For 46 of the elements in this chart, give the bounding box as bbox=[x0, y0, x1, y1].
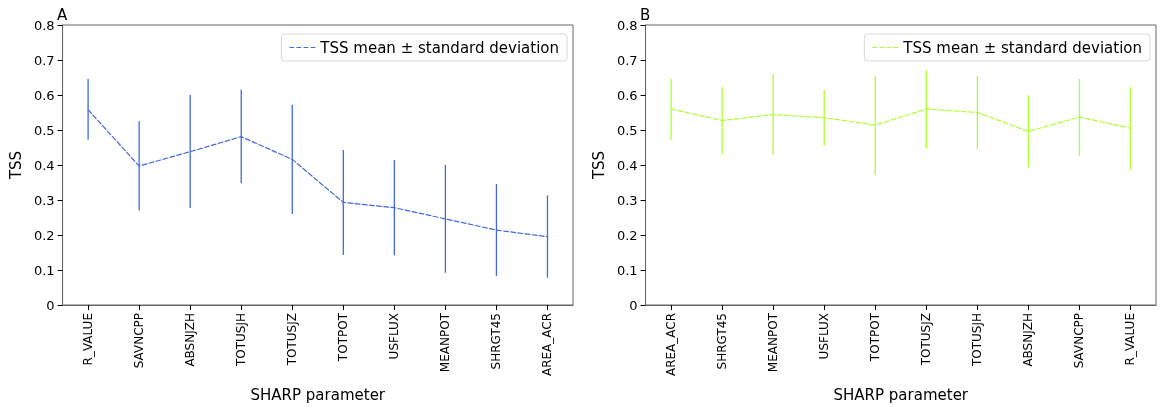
x-tick-label: TOTUSJH bbox=[234, 313, 249, 368]
y-tick-label: 0.7 bbox=[33, 52, 55, 68]
y-tick-label: 0.5 bbox=[33, 122, 55, 138]
y-tick-label: 0.4 bbox=[616, 157, 638, 173]
y-tick-label: 0.7 bbox=[616, 52, 638, 68]
x-tick-label: TOTUSJZ bbox=[919, 313, 934, 367]
y-tick-label: 0.3 bbox=[33, 192, 55, 208]
legend-label: TSS mean ± standard deviation bbox=[902, 38, 1142, 57]
chart-title: B bbox=[640, 5, 651, 24]
chart-title: A bbox=[57, 5, 68, 24]
y-axis-title: TSS bbox=[589, 150, 608, 181]
y-tick-label: 0.8 bbox=[33, 17, 55, 33]
y-tick-label: 0.2 bbox=[33, 227, 55, 243]
y-tick-label: 0.1 bbox=[616, 262, 638, 278]
y-tick-label: 0.6 bbox=[616, 87, 638, 103]
x-axis-title: SHARP parameter bbox=[250, 385, 386, 404]
y-tick-label: 0.8 bbox=[616, 17, 638, 33]
legend-label: TSS mean ± standard deviation bbox=[319, 38, 559, 57]
x-tick-label: MEANPOT bbox=[438, 312, 453, 373]
y-tick-label: 0.4 bbox=[33, 157, 55, 173]
x-tick-label: SAVNCPP bbox=[1072, 313, 1087, 369]
x-axis-title: SHARP parameter bbox=[833, 385, 969, 404]
x-tick-label: ABSNJZH bbox=[1021, 313, 1036, 367]
x-tick-label: TOTUSJH bbox=[970, 313, 985, 368]
x-tick-label: MEANPOT bbox=[766, 312, 781, 373]
y-tick-label: 0.1 bbox=[33, 262, 55, 278]
x-tick-label: USFLUX bbox=[817, 313, 832, 360]
x-tick-label: TOTUSJZ bbox=[285, 313, 300, 367]
x-tick-label: AREA_ACR bbox=[664, 313, 679, 377]
y-tick-label: 0.2 bbox=[616, 227, 638, 243]
y-tick-label: 0 bbox=[46, 297, 55, 313]
x-tick-label: ABSNJZH bbox=[183, 313, 198, 367]
y-tick-label: 0.5 bbox=[616, 122, 638, 138]
y-tick-label: 0 bbox=[629, 297, 638, 313]
x-tick-label: USFLUX bbox=[387, 313, 402, 360]
y-tick-label: 0.3 bbox=[616, 192, 638, 208]
x-tick-label: R_VALUE bbox=[1123, 313, 1138, 366]
x-tick-label: SAVNCPP bbox=[132, 313, 147, 369]
y-tick-label: 0.6 bbox=[33, 87, 55, 103]
y-axis-title: TSS bbox=[6, 150, 25, 181]
x-tick-label: R_VALUE bbox=[81, 313, 96, 366]
x-tick-label: SHRGT45 bbox=[715, 313, 730, 370]
x-tick-label: TOTPOT bbox=[336, 312, 351, 363]
x-tick-label: TOTPOT bbox=[868, 312, 883, 363]
x-tick-label: AREA_ACR bbox=[540, 313, 555, 377]
x-tick-label: SHRGT45 bbox=[489, 313, 504, 370]
